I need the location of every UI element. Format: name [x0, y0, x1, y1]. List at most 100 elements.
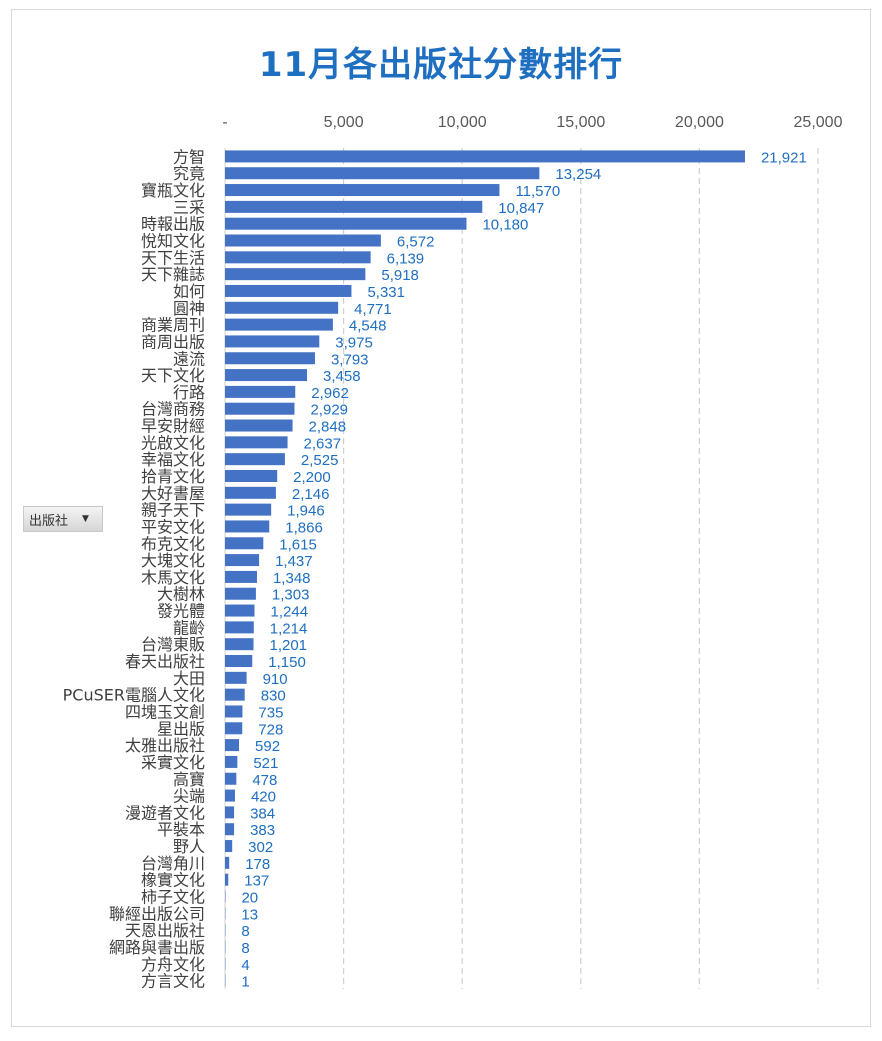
bar [225, 369, 308, 382]
value-label: 420 [251, 789, 276, 806]
bar [225, 503, 272, 516]
value-label: 4,771 [354, 301, 392, 318]
x-tick-label: - [222, 114, 227, 131]
category-label: 究竟 [173, 164, 205, 183]
dropdown-arrow-icon: ▼ [82, 514, 89, 524]
category-label: 行路 [173, 383, 205, 402]
category-label: 采實文化 [141, 753, 205, 772]
category-label: 幸福文化 [141, 450, 205, 469]
bar [225, 200, 483, 213]
category-label: PCuSER電腦人文化 [63, 686, 205, 705]
category-label: 早安財經 [141, 417, 205, 436]
bar [225, 570, 257, 583]
category-label: 台灣商務 [141, 400, 205, 419]
value-label: 10,847 [498, 200, 544, 217]
value-label: 302 [248, 839, 273, 856]
category-label: 親子天下 [141, 501, 205, 520]
value-label: 2,200 [293, 469, 331, 486]
x-tick-label: 20,000 [675, 114, 724, 131]
category-label: 台灣角川 [141, 854, 205, 873]
bar [225, 167, 540, 180]
category-label: 網路與書出版 [109, 938, 205, 957]
value-label: 8 [241, 940, 249, 957]
value-label: 3,458 [323, 368, 361, 385]
category-label: 高寶 [173, 770, 205, 789]
value-label: 13 [241, 906, 258, 923]
category-label: 布克文化 [141, 534, 205, 553]
bar [225, 856, 230, 869]
category-label: 寶瓶文化 [141, 181, 205, 200]
bar [225, 823, 235, 836]
value-label: 1,866 [285, 519, 323, 536]
x-axis-ticks: - 5,000 10,000 15,000 20,000 25,000 [222, 114, 842, 131]
value-label: 21,921 [761, 149, 807, 166]
bar [225, 520, 270, 533]
field-button-label: 出版社 [29, 513, 69, 529]
bar [225, 537, 264, 550]
category-label: 拾青文化 [141, 467, 205, 486]
category-label: 圓神 [173, 299, 205, 318]
value-label: 4 [241, 957, 249, 974]
category-label: 野人 [173, 837, 205, 856]
value-label: 592 [255, 738, 280, 755]
category-label: 平安文化 [141, 517, 205, 536]
value-label: 1,946 [287, 503, 325, 520]
bar [225, 385, 296, 398]
value-label: 2,929 [310, 402, 348, 419]
category-label: 遠流 [173, 349, 205, 368]
bar [225, 554, 260, 567]
chart-title: 11月各出版社分數排行 [258, 45, 624, 85]
value-label: 521 [253, 755, 278, 772]
category-label: 商周出版 [141, 332, 205, 351]
category-label: 如何 [173, 282, 205, 301]
bar [225, 587, 256, 600]
publisher-field-button[interactable]: 出版社 ▼ [23, 506, 103, 532]
bar [225, 352, 315, 365]
value-label: 3,975 [335, 334, 373, 351]
bar [225, 453, 285, 466]
category-label: 平裝本 [157, 820, 205, 839]
bar [225, 284, 352, 297]
value-label: 8 [241, 923, 249, 940]
category-label: 天下雜誌 [141, 265, 205, 284]
bar [225, 772, 237, 785]
bar [225, 184, 500, 197]
value-label: 1,214 [270, 620, 308, 637]
value-label: 20 [241, 889, 258, 906]
value-label: 1,201 [269, 637, 307, 654]
category-label: 漫遊者文化 [125, 803, 205, 822]
category-label: 聯經出版公司 [109, 904, 205, 923]
category-label: 時報出版 [141, 215, 205, 234]
value-label: 178 [245, 856, 270, 873]
bar [225, 739, 240, 752]
value-label: 1,303 [272, 587, 310, 604]
category-label: 橡實文化 [141, 871, 205, 890]
category-label: 天恩出版社 [125, 921, 205, 940]
value-label: 137 [244, 873, 269, 890]
category-label: 光啟文化 [141, 433, 205, 452]
value-label: 478 [252, 772, 277, 789]
value-label: 6,139 [387, 250, 425, 267]
value-label: 735 [258, 704, 283, 721]
value-label: 1,244 [271, 604, 309, 621]
bar [225, 655, 253, 668]
bar [225, 688, 245, 701]
bar [225, 419, 293, 432]
category-labels: 方智究竟寶瓶文化三采時報出版悅知文化天下生活天下雜誌如何圓神商業周刊商周出版遠流… [63, 147, 205, 990]
category-label: 天下生活 [141, 248, 205, 267]
value-label: 5,918 [381, 267, 419, 284]
bar [225, 705, 243, 718]
category-label: 大樹林 [157, 585, 205, 604]
category-label: 三采 [173, 198, 205, 217]
bar [225, 301, 339, 314]
value-label: 1,150 [268, 654, 306, 671]
bar [225, 722, 243, 735]
category-label: 天下文化 [141, 366, 205, 385]
value-label: 910 [263, 671, 288, 688]
x-tick-label: 15,000 [556, 114, 605, 131]
x-tick-label: 25,000 [794, 114, 843, 131]
bar [225, 268, 366, 281]
category-label: 商業周刊 [141, 316, 205, 335]
bar [225, 840, 233, 853]
